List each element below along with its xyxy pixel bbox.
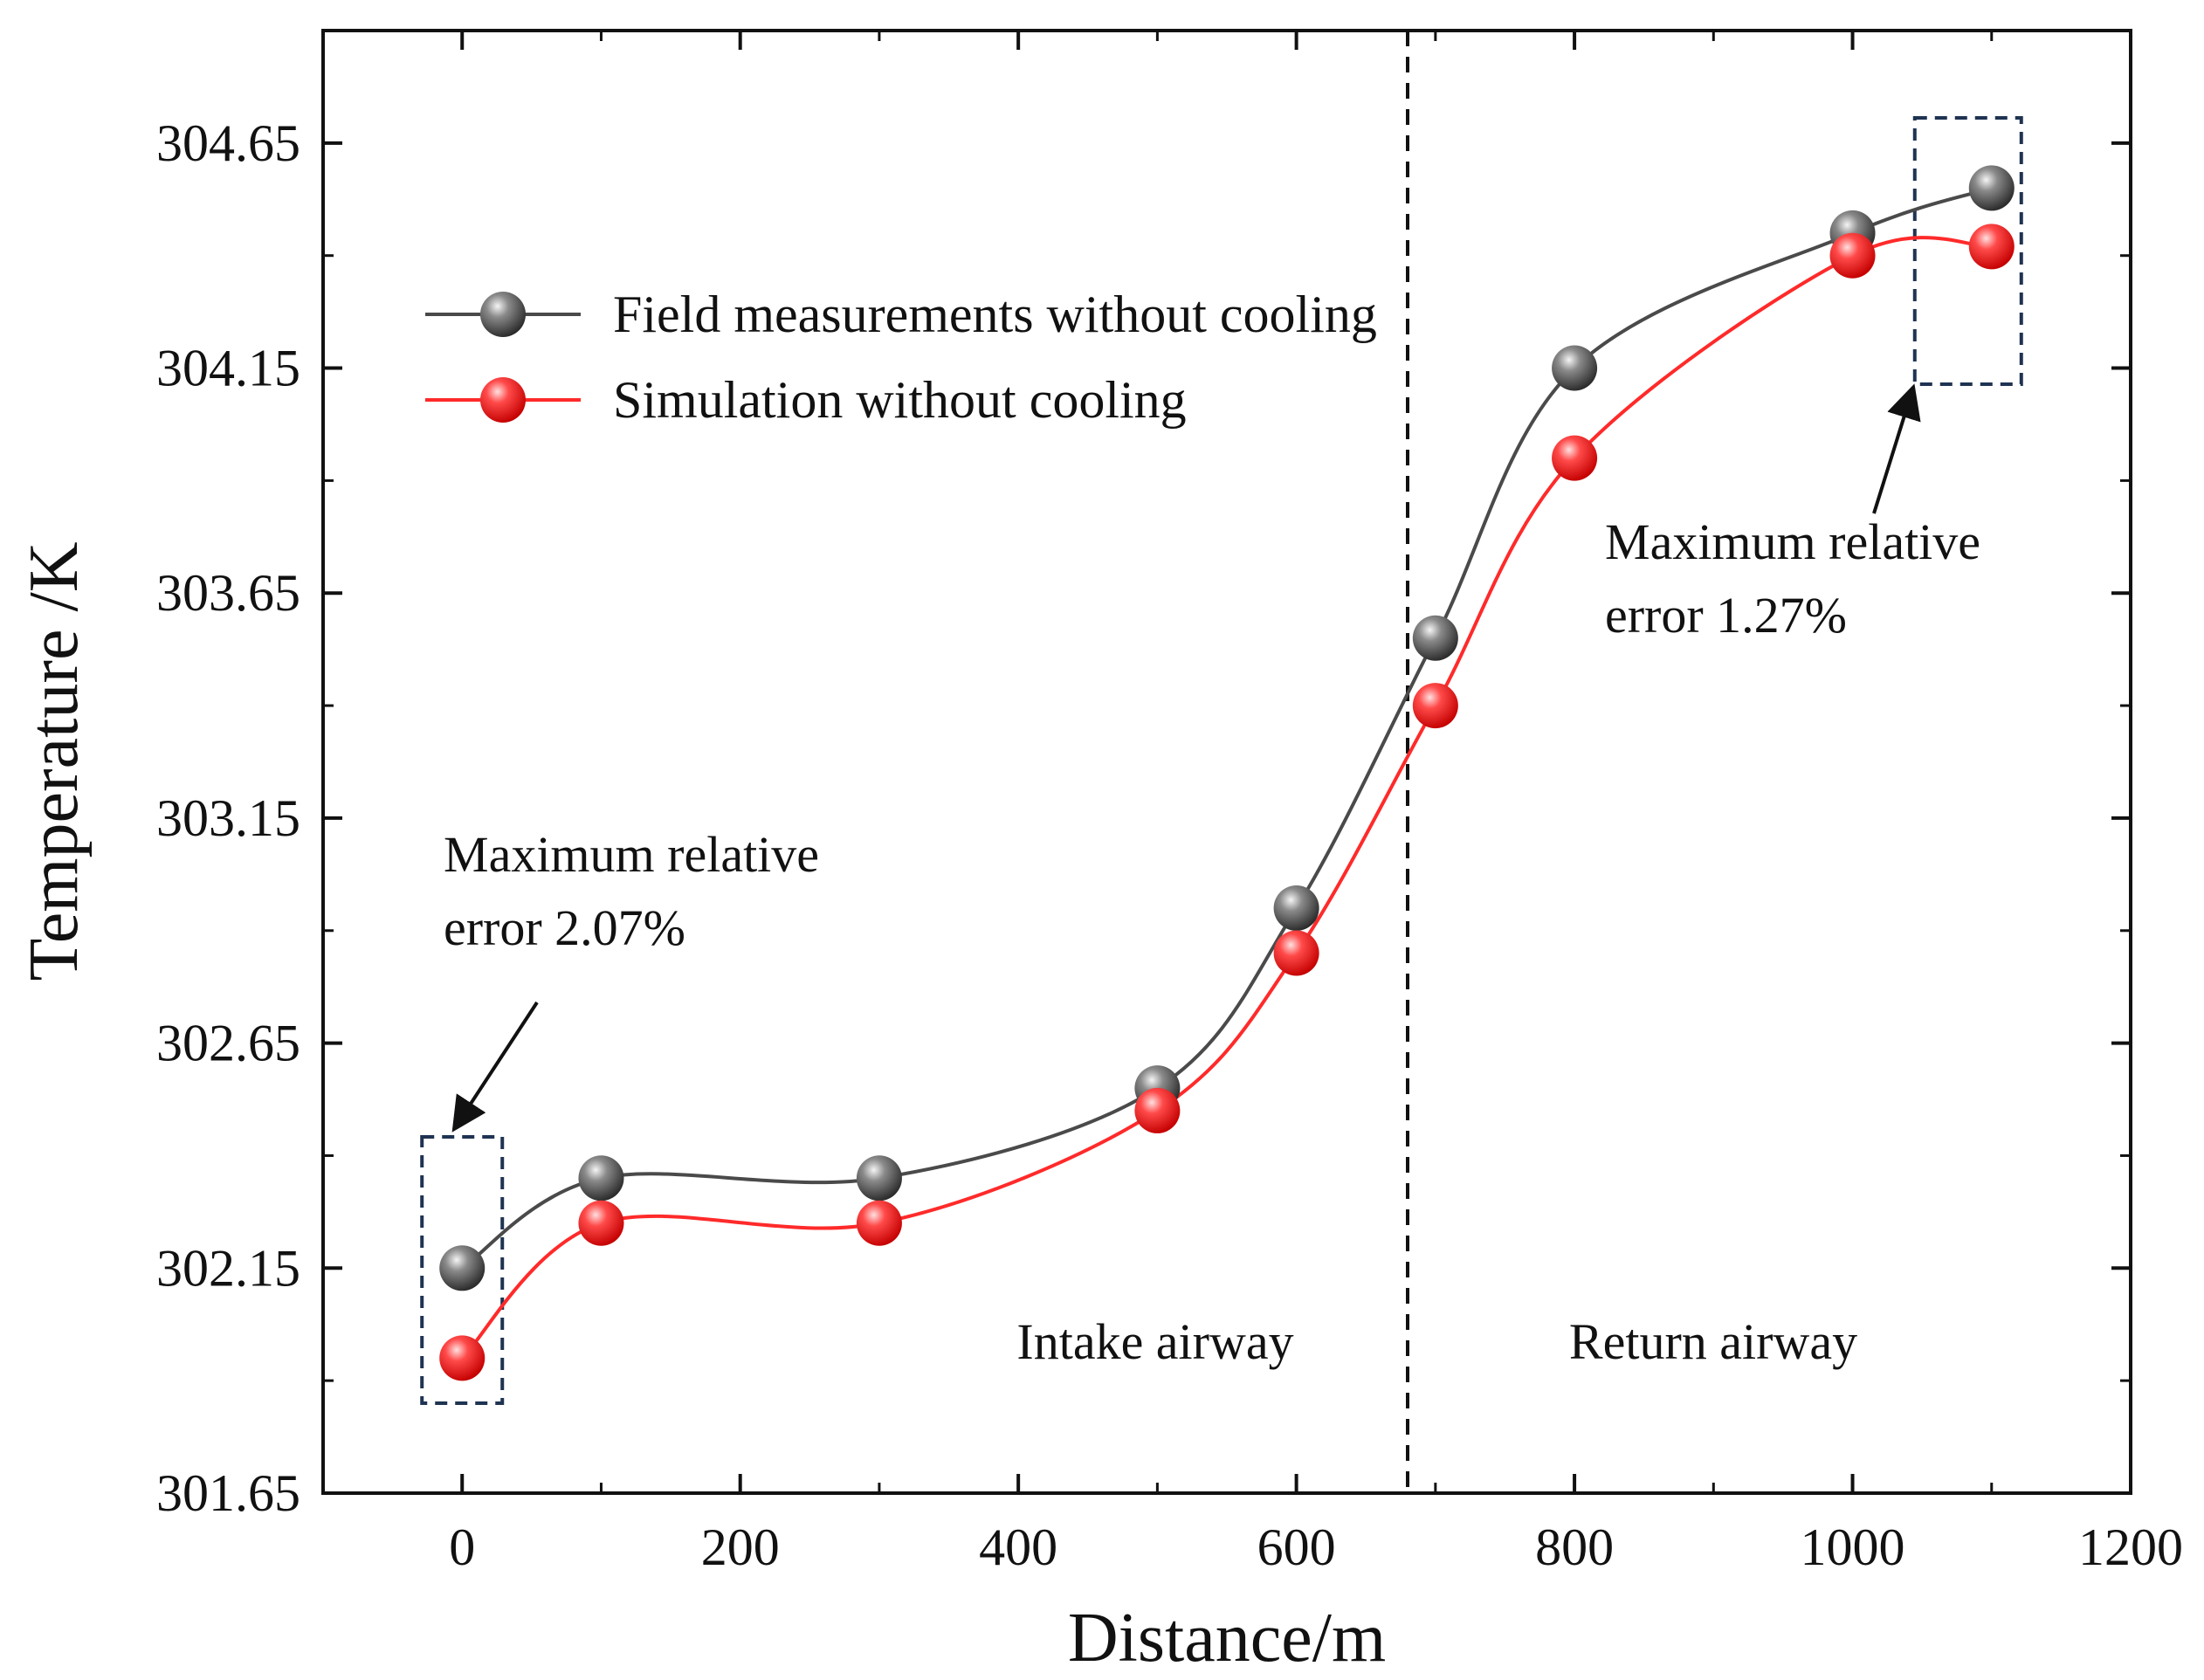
simulation-point: [1412, 683, 1458, 729]
field-measurement-point: [1412, 615, 1458, 661]
simulation-point: [1829, 232, 1876, 279]
simulation-point: [439, 1335, 486, 1381]
left-annotation-arrow: [451, 1001, 539, 1133]
x-tick-label: 400: [979, 1518, 1057, 1576]
legend-marker-field: [480, 292, 526, 337]
left-error-box: [420, 1135, 505, 1405]
y-tick-label: 302.65: [156, 1015, 300, 1072]
right-error-box: [1912, 116, 2023, 386]
field-measurement-point: [856, 1155, 902, 1201]
field-measurement-point: [1968, 165, 2015, 211]
y-tick-label: 301.65: [156, 1464, 300, 1522]
simulation-point: [1552, 435, 1598, 481]
y-tick-label: 304.65: [156, 114, 300, 172]
field-measurement-point: [1273, 885, 1319, 931]
simulation-point: [1273, 930, 1319, 976]
field-measurement-point: [578, 1155, 624, 1201]
y-tick-label: 304.15: [156, 340, 300, 397]
legend-label-simulation: Simulation without cooling: [613, 371, 1187, 429]
region-label-return: Return airway: [1569, 1313, 1857, 1370]
simulation-point: [856, 1200, 902, 1246]
region-label-intake: Intake airway: [1016, 1313, 1293, 1370]
y-axis-title: Temperature /K: [16, 541, 93, 981]
right-annotation-line2: error 1.27%: [1605, 587, 1847, 644]
series-line-field-measurements: [461, 186, 1993, 1270]
right-annotation-arrow: [1872, 383, 1921, 514]
y-axis-ticks: 301.65 302.15 302.65 303.15 303.65 304.15 304.…: [156, 29, 2131, 1522]
left-annotation-line1: Maximum relative: [444, 826, 819, 883]
field-measurement-point: [439, 1245, 486, 1291]
series-markers-simulation: [439, 224, 2015, 1381]
y-tick-label: 302.15: [156, 1239, 300, 1297]
x-tick-label: 1000: [1801, 1518, 1905, 1576]
legend: Field measurements without cooling Simul…: [425, 286, 1377, 429]
legend-marker-simulation: [480, 377, 526, 423]
y-tick-label: 303.65: [156, 564, 300, 622]
x-tick-label: 200: [701, 1518, 780, 1576]
x-tick-label: 600: [1257, 1518, 1336, 1576]
x-tick-label: 0: [449, 1518, 475, 1576]
x-axis-title: Distance/m: [1068, 1600, 1386, 1677]
simulation-point: [1968, 224, 2015, 270]
y-tick-label: 303.15: [156, 789, 300, 847]
plot-frame: [321, 29, 2132, 1495]
right-annotation-line1: Maximum relative: [1605, 513, 1980, 570]
field-measurement-point: [1552, 345, 1598, 391]
simulation-point: [1134, 1087, 1181, 1133]
x-axis-ticks: 0 200 400 600 800 1000 1200: [321, 31, 2183, 1576]
left-annotation-line2: error 2.07%: [444, 899, 685, 956]
simulation-point: [578, 1200, 624, 1246]
x-tick-label: 800: [1535, 1518, 1614, 1576]
legend-label-field: Field measurements without cooling: [613, 286, 1377, 343]
x-tick-label: 1200: [2078, 1518, 2183, 1576]
